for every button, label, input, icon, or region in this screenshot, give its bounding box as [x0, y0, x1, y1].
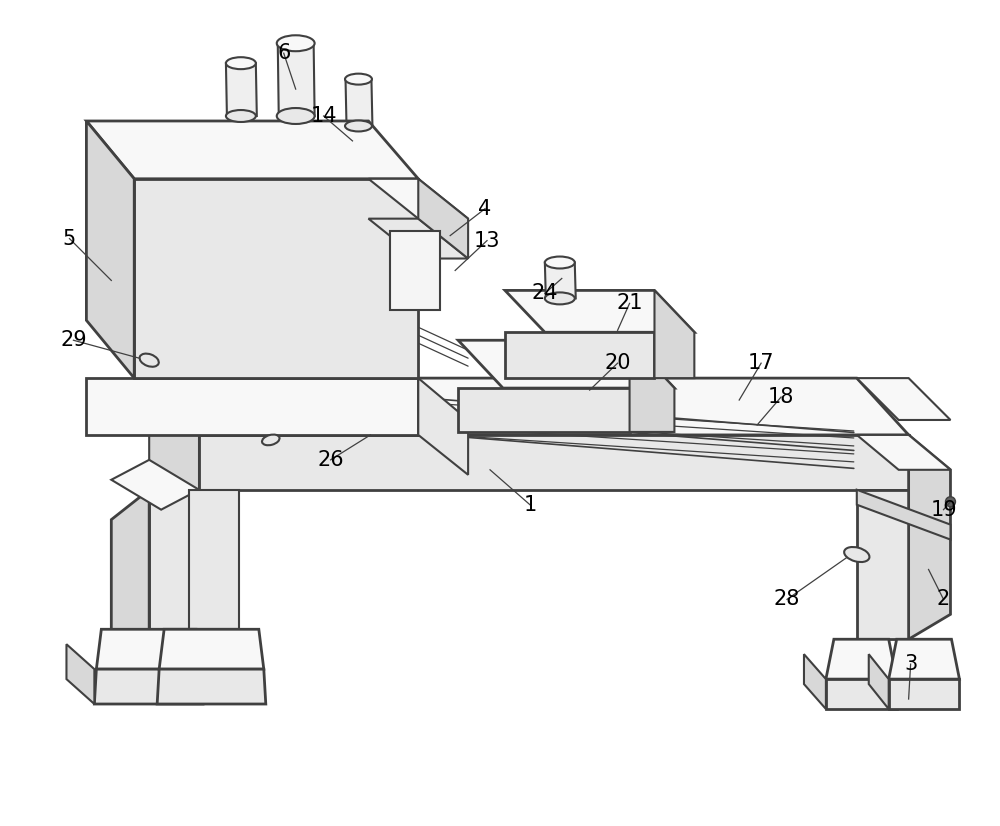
Polygon shape [909, 435, 950, 639]
Polygon shape [889, 679, 959, 709]
Polygon shape [505, 291, 694, 332]
Polygon shape [804, 654, 826, 709]
Ellipse shape [345, 121, 372, 131]
Text: 20: 20 [604, 354, 631, 373]
Polygon shape [111, 490, 149, 659]
Polygon shape [390, 230, 440, 311]
Ellipse shape [277, 36, 315, 51]
Polygon shape [418, 378, 468, 475]
Polygon shape [889, 639, 959, 679]
Polygon shape [826, 639, 897, 679]
Polygon shape [826, 679, 897, 709]
Polygon shape [505, 332, 654, 378]
Text: 21: 21 [616, 293, 643, 313]
Polygon shape [346, 79, 372, 126]
Polygon shape [157, 669, 266, 704]
Polygon shape [189, 490, 239, 629]
Circle shape [945, 496, 955, 506]
Text: 4: 4 [478, 199, 492, 219]
Text: 13: 13 [474, 230, 500, 250]
Polygon shape [545, 263, 576, 298]
Ellipse shape [226, 110, 256, 122]
Text: 29: 29 [60, 330, 87, 350]
Polygon shape [368, 219, 468, 259]
Text: 2: 2 [937, 590, 950, 610]
Text: 14: 14 [310, 106, 337, 126]
Polygon shape [857, 378, 950, 420]
Polygon shape [857, 490, 909, 639]
Polygon shape [159, 629, 264, 669]
Polygon shape [278, 43, 315, 116]
Ellipse shape [226, 57, 256, 69]
Polygon shape [134, 178, 418, 378]
Polygon shape [857, 435, 950, 470]
Text: 3: 3 [904, 654, 917, 674]
Polygon shape [226, 63, 257, 116]
Polygon shape [368, 178, 468, 219]
Text: 17: 17 [748, 354, 774, 373]
Ellipse shape [345, 74, 372, 84]
Text: 5: 5 [63, 229, 76, 249]
Polygon shape [418, 178, 468, 259]
Polygon shape [458, 340, 674, 388]
Polygon shape [94, 669, 203, 704]
Polygon shape [149, 378, 909, 435]
Polygon shape [86, 121, 418, 178]
Ellipse shape [844, 547, 869, 562]
Text: 26: 26 [317, 450, 344, 470]
Polygon shape [111, 460, 199, 510]
Ellipse shape [140, 354, 159, 367]
Polygon shape [96, 629, 201, 669]
Ellipse shape [277, 108, 315, 124]
Polygon shape [66, 644, 94, 704]
Polygon shape [149, 378, 199, 490]
Polygon shape [654, 291, 694, 378]
Text: 19: 19 [930, 500, 957, 520]
Text: 6: 6 [277, 43, 290, 64]
Polygon shape [199, 435, 909, 490]
Text: 18: 18 [768, 387, 794, 407]
Polygon shape [869, 654, 889, 709]
Polygon shape [630, 340, 674, 432]
Text: 1: 1 [523, 495, 537, 515]
Polygon shape [458, 388, 630, 432]
Ellipse shape [545, 257, 575, 268]
Text: 24: 24 [532, 283, 558, 303]
Polygon shape [149, 490, 199, 629]
Ellipse shape [262, 434, 280, 445]
Polygon shape [86, 378, 418, 435]
Polygon shape [857, 490, 950, 539]
Text: 28: 28 [774, 590, 800, 610]
Polygon shape [86, 121, 134, 378]
Ellipse shape [545, 292, 575, 304]
